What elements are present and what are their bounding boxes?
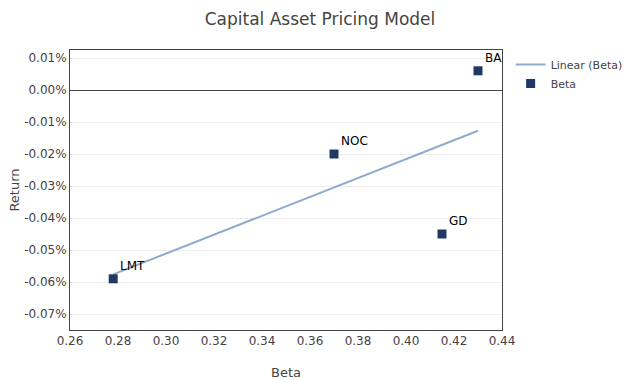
svg-text:0.00%: 0.00%: [28, 83, 66, 97]
svg-text:-0.03%: -0.03%: [24, 179, 66, 193]
svg-text:0.40: 0.40: [393, 334, 420, 348]
svg-text:0.32: 0.32: [201, 334, 228, 348]
svg-text:-0.06%: -0.06%: [24, 275, 66, 289]
svg-text:Linear (Beta): Linear (Beta): [551, 59, 623, 72]
svg-text:Return: Return: [7, 168, 22, 211]
svg-text:0.38: 0.38: [345, 334, 372, 348]
svg-text:-0.07%: -0.07%: [24, 307, 66, 321]
svg-text:-0.01%: -0.01%: [24, 115, 66, 129]
svg-text:0.01%: 0.01%: [28, 51, 66, 65]
svg-text:0.42: 0.42: [441, 334, 468, 348]
svg-text:Capital Asset Pricing Model: Capital Asset Pricing Model: [205, 9, 436, 29]
svg-text:0.26: 0.26: [57, 334, 84, 348]
svg-text:-0.04%: -0.04%: [24, 211, 66, 225]
svg-text:-0.05%: -0.05%: [24, 243, 66, 257]
svg-text:0.30: 0.30: [153, 334, 180, 348]
svg-text:0.36: 0.36: [297, 334, 324, 348]
svg-text:GD: GD: [449, 214, 468, 228]
svg-text:Beta: Beta: [271, 365, 301, 380]
svg-text:0.28: 0.28: [105, 334, 132, 348]
svg-text:0.34: 0.34: [249, 334, 276, 348]
svg-text:NOC: NOC: [341, 134, 368, 148]
svg-text:0.44: 0.44: [489, 334, 516, 348]
svg-text:LMT: LMT: [120, 259, 145, 273]
svg-text:-0.02%: -0.02%: [24, 147, 66, 161]
svg-text:Beta: Beta: [551, 78, 576, 91]
svg-text:BA: BA: [485, 51, 502, 65]
